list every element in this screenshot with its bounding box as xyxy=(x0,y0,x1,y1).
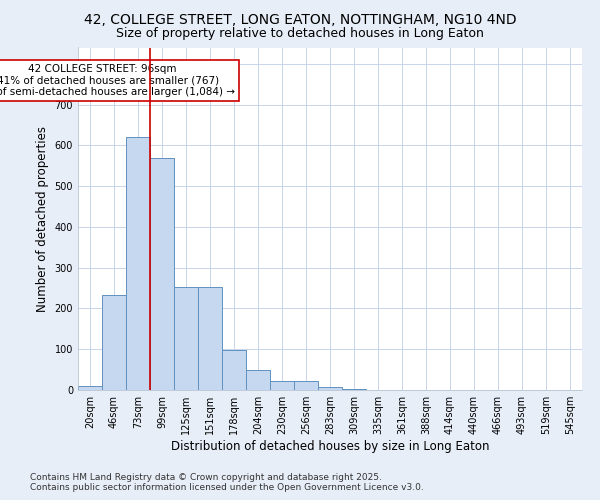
Bar xyxy=(126,137,150,390)
Bar xyxy=(294,381,318,390)
Text: 42 COLLEGE STREET: 96sqm
← 41% of detached houses are smaller (767)
58% of semi-: 42 COLLEGE STREET: 96sqm ← 41% of detach… xyxy=(0,64,235,97)
Bar xyxy=(150,158,174,390)
Bar xyxy=(342,389,366,390)
Bar xyxy=(318,386,342,390)
Text: Contains HM Land Registry data © Crown copyright and database right 2025.
Contai: Contains HM Land Registry data © Crown c… xyxy=(30,473,424,492)
Text: 42, COLLEGE STREET, LONG EATON, NOTTINGHAM, NG10 4ND: 42, COLLEGE STREET, LONG EATON, NOTTINGH… xyxy=(83,12,517,26)
Bar xyxy=(102,296,126,390)
Bar xyxy=(198,287,222,390)
Bar xyxy=(174,287,198,390)
Bar xyxy=(78,386,102,390)
Bar xyxy=(246,370,270,390)
Bar xyxy=(270,381,294,390)
X-axis label: Distribution of detached houses by size in Long Eaton: Distribution of detached houses by size … xyxy=(171,440,489,453)
Text: Size of property relative to detached houses in Long Eaton: Size of property relative to detached ho… xyxy=(116,28,484,40)
Y-axis label: Number of detached properties: Number of detached properties xyxy=(36,126,49,312)
Bar xyxy=(222,350,246,390)
